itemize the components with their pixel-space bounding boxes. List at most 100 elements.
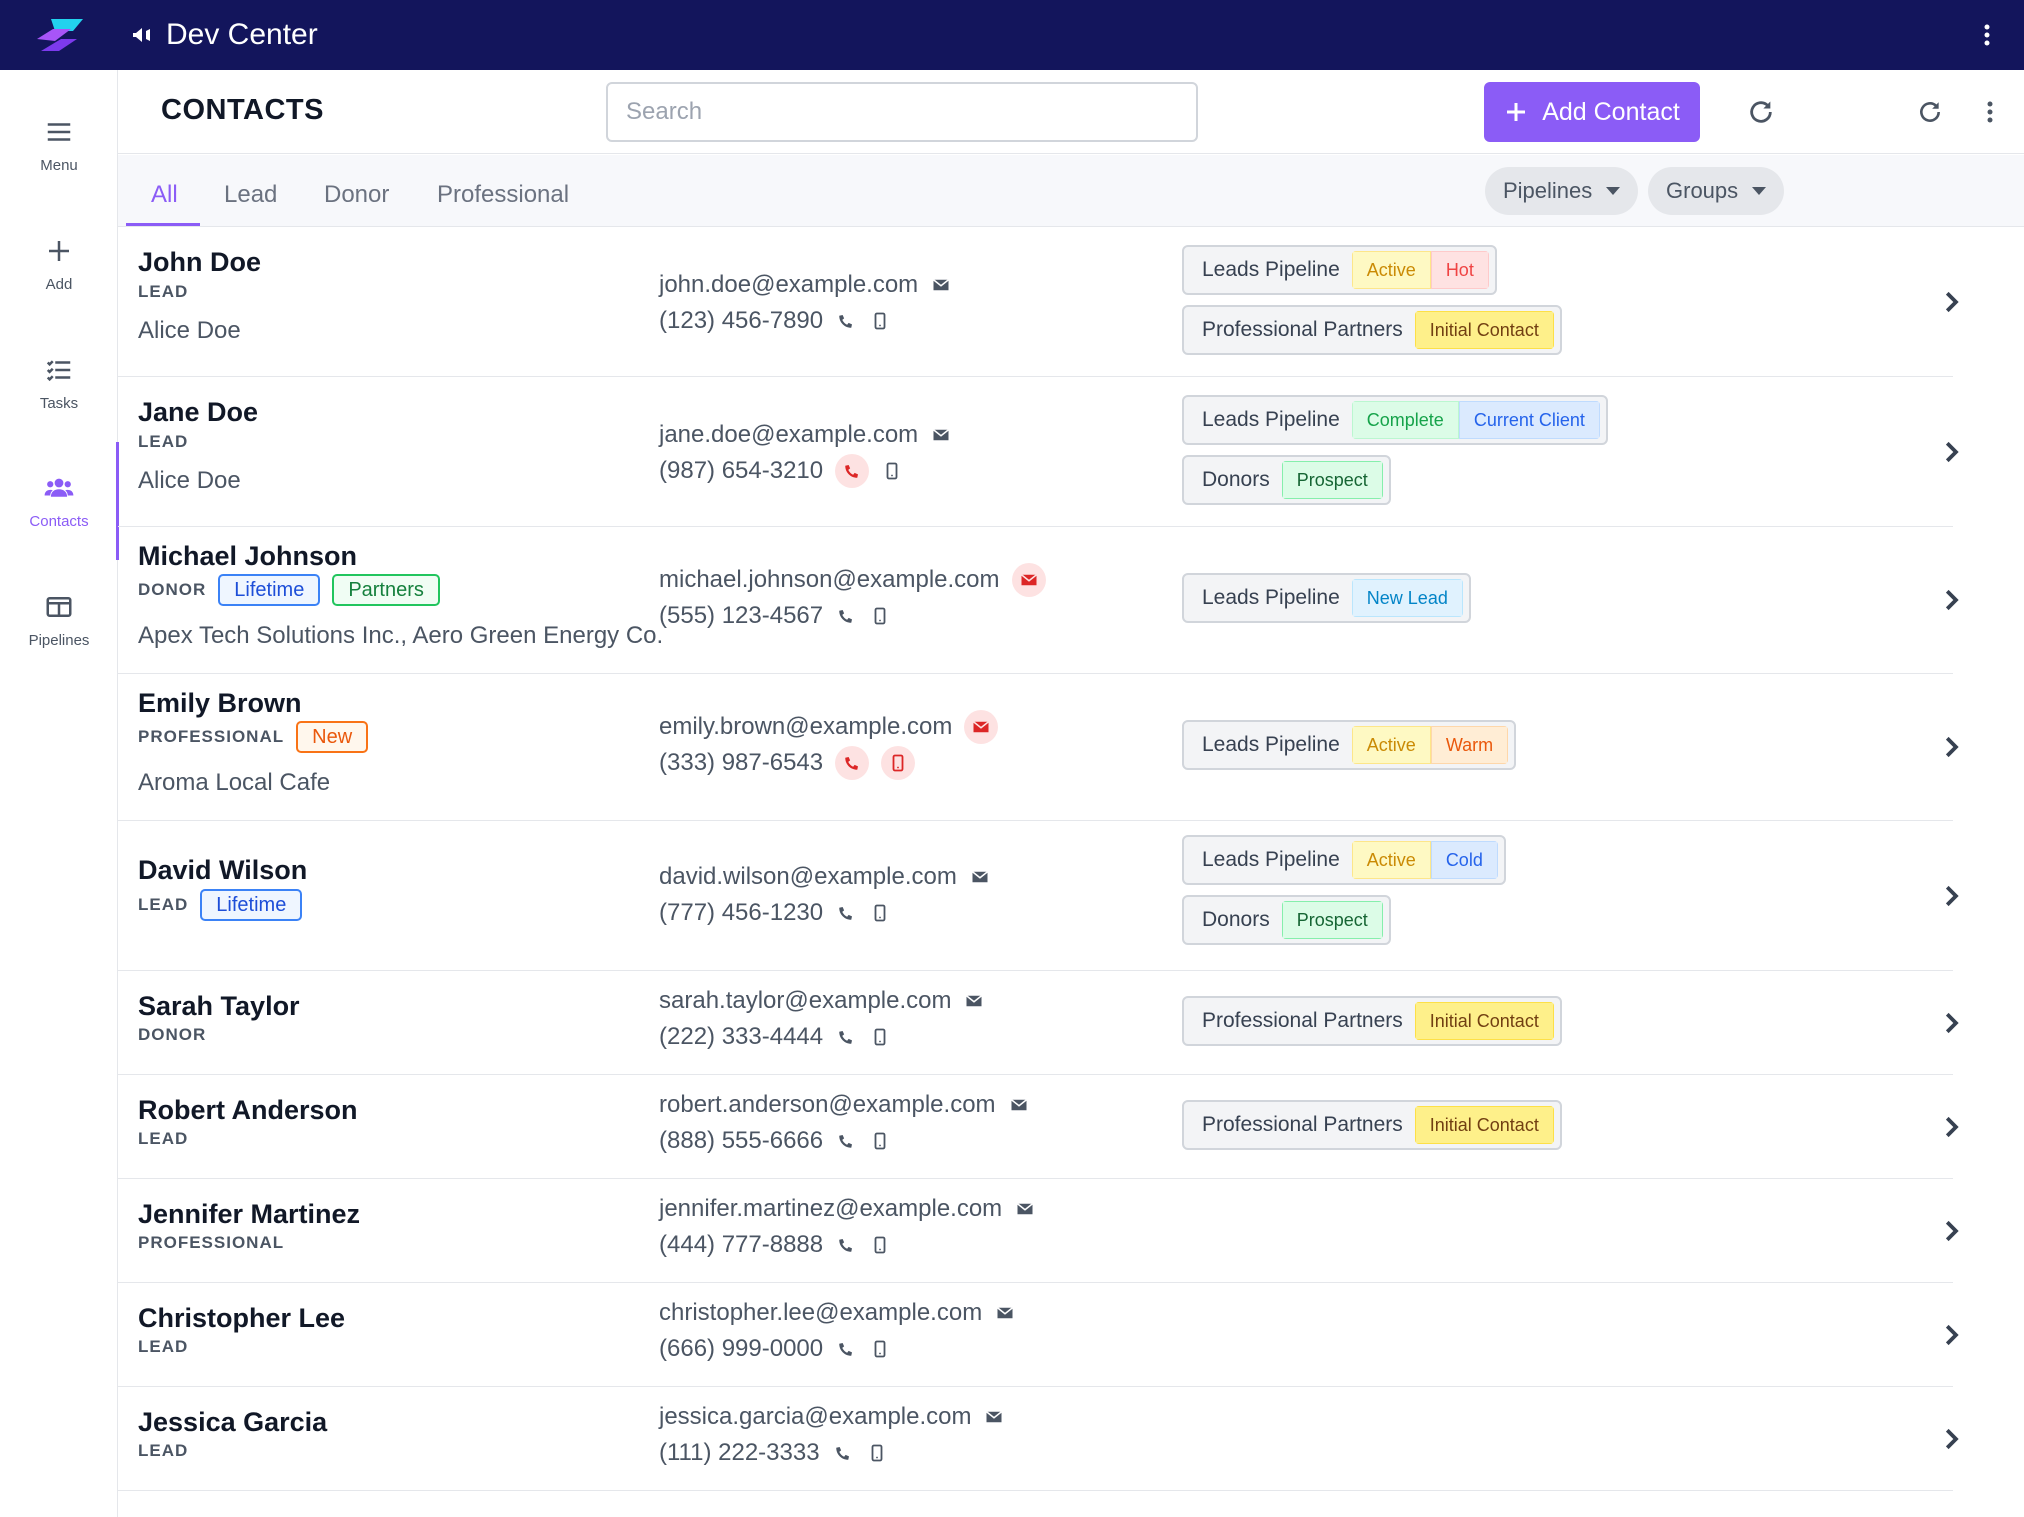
search-input[interactable] <box>606 82 1198 142</box>
nav-add[interactable]: Add <box>0 219 118 309</box>
contact-phone[interactable]: (222) 333-4444 <box>659 1023 824 1050</box>
envelope-icon[interactable] <box>963 990 985 1012</box>
envelope-icon[interactable] <box>930 424 952 446</box>
contact-tag[interactable]: Partners <box>332 574 440 606</box>
contact-row[interactable]: John Doe LEAD Alice Doe john.doe@example… <box>118 227 1959 377</box>
pipelines-dropdown[interactable]: Pipelines <box>1485 167 1639 215</box>
mobile-icon[interactable] <box>869 1130 891 1152</box>
chevron-right-icon[interactable] <box>1936 732 1966 762</box>
add-contact-button[interactable]: Add Contact <box>1484 82 1700 142</box>
contact-email[interactable]: robert.anderson@example.com <box>659 1091 996 1118</box>
phone-icon[interactable] <box>835 1234 857 1256</box>
refresh-icon[interactable] <box>1741 92 1781 132</box>
tab-professional[interactable]: Professional <box>437 181 570 208</box>
chevron-right-icon[interactable] <box>1936 287 1966 317</box>
contact-email[interactable]: christopher.lee@example.com <box>659 1299 983 1326</box>
contact-email[interactable]: jane.doe@example.com <box>659 421 919 448</box>
pipeline-chip[interactable]: Professional Partners Initial Contact <box>1182 996 1562 1046</box>
phone-alert-icon[interactable] <box>835 454 870 488</box>
contact-phone[interactable]: (123) 456-7890 <box>659 307 824 334</box>
mobile-icon[interactable] <box>866 1442 888 1464</box>
contact-phone[interactable]: (987) 654-3210 <box>659 457 824 484</box>
contact-phone[interactable]: (111) 222-3333 <box>659 1439 820 1466</box>
nav-contacts[interactable]: Contacts <box>0 442 119 560</box>
refresh-icon[interactable] <box>1910 92 1950 132</box>
phone-alert-icon[interactable] <box>835 746 870 780</box>
mobile-icon[interactable] <box>869 1234 891 1256</box>
mobile-icon[interactable] <box>869 902 891 924</box>
contact-phone[interactable]: (888) 555-6666 <box>659 1127 824 1154</box>
groups-dropdown[interactable]: Groups <box>1648 167 1785 215</box>
contact-row[interactable]: Emily Brown PROFESSIONAL New Aroma Local… <box>118 674 1959 821</box>
pipeline-chip[interactable]: Leads Pipeline Active Warm <box>1182 720 1517 770</box>
contact-email[interactable]: emily.brown@example.com <box>659 713 953 740</box>
tab-donor[interactable]: Donor <box>324 181 390 208</box>
contact-row[interactable]: David Wilson LEAD Lifetime david.wilson@… <box>118 821 1959 971</box>
contact-row[interactable]: Jane Doe LEAD Alice Doe jane.doe@example… <box>118 377 1959 527</box>
tab-all[interactable]: All <box>151 181 178 208</box>
envelope-icon[interactable] <box>1008 1094 1030 1116</box>
chevron-right-icon[interactable] <box>1936 881 1966 911</box>
chevron-right-icon[interactable] <box>1936 437 1966 467</box>
contact-email[interactable]: david.wilson@example.com <box>659 863 957 890</box>
chevron-right-icon[interactable] <box>1936 1424 1966 1454</box>
pipeline-chip[interactable]: Leads Pipeline Active Hot <box>1182 245 1497 295</box>
chevron-right-icon[interactable] <box>1936 1112 1966 1142</box>
envelope-icon[interactable] <box>983 1406 1005 1428</box>
contact-tag[interactable]: Lifetime <box>200 889 303 921</box>
nav-menu[interactable]: Menu <box>0 100 118 190</box>
mobile-alert-icon[interactable] <box>881 746 916 780</box>
phone-icon[interactable] <box>835 902 857 924</box>
envelope-icon[interactable] <box>1014 1198 1036 1220</box>
contact-row[interactable]: Jennifer Martinez PROFESSIONAL jennifer.… <box>118 1179 1959 1283</box>
contact-tag[interactable]: Lifetime <box>218 574 321 606</box>
tab-lead[interactable]: Lead <box>224 181 278 208</box>
contact-row[interactable]: Jessica Garcia LEAD jessica.garcia@examp… <box>118 1387 1959 1491</box>
mobile-icon[interactable] <box>869 605 891 627</box>
phone-icon[interactable] <box>832 1442 854 1464</box>
contact-phone[interactable]: (555) 123-4567 <box>659 602 824 629</box>
nav-tasks[interactable]: Tasks <box>0 338 118 428</box>
chevron-right-icon[interactable] <box>1936 1008 1966 1038</box>
contact-tag[interactable]: New <box>296 721 369 753</box>
envelope-icon[interactable] <box>994 1302 1016 1324</box>
envelope-icon[interactable] <box>930 274 952 296</box>
contact-email[interactable]: michael.johnson@example.com <box>659 566 1000 593</box>
contact-email[interactable]: jennifer.martinez@example.com <box>659 1195 1003 1222</box>
envelope-alert-icon[interactable] <box>964 710 999 744</box>
pipeline-chip[interactable]: Leads Pipeline Complete Current Client <box>1182 395 1608 445</box>
contact-phone[interactable]: (444) 777-8888 <box>659 1231 824 1258</box>
contact-row[interactable]: Christopher Lee LEAD christopher.lee@exa… <box>118 1283 1959 1387</box>
pipeline-chip[interactable]: Leads Pipeline Active Cold <box>1182 835 1506 885</box>
contact-phone[interactable]: (777) 456-1230 <box>659 899 824 926</box>
envelope-icon[interactable] <box>969 866 991 888</box>
phone-icon[interactable] <box>835 1026 857 1048</box>
envelope-alert-icon[interactable] <box>1011 563 1046 597</box>
contact-phone[interactable]: (666) 999-0000 <box>659 1335 824 1362</box>
phone-icon[interactable] <box>835 310 857 332</box>
phone-icon[interactable] <box>835 1338 857 1360</box>
contact-row[interactable]: Sarah Taylor DONOR sarah.taylor@example.… <box>118 971 1959 1075</box>
pipeline-chip[interactable]: Donors Prospect <box>1182 895 1391 945</box>
nav-pipelines[interactable]: Pipelines <box>0 575 118 665</box>
pipeline-chip[interactable]: Donors Prospect <box>1182 455 1391 505</box>
contact-row[interactable]: Robert Anderson LEAD robert.anderson@exa… <box>118 1075 1959 1179</box>
more-vert-icon[interactable] <box>1970 92 2010 132</box>
contact-email[interactable]: sarah.taylor@example.com <box>659 987 952 1014</box>
pipeline-chip[interactable]: Professional Partners Initial Contact <box>1182 1100 1562 1150</box>
mobile-icon[interactable] <box>881 460 903 482</box>
chevron-right-icon[interactable] <box>1936 1216 1966 1246</box>
pipeline-chip[interactable]: Professional Partners Initial Contact <box>1182 305 1562 355</box>
phone-icon[interactable] <box>835 1130 857 1152</box>
mobile-icon[interactable] <box>869 1338 891 1360</box>
contact-row[interactable]: Michael Johnson DONOR Lifetime Partners … <box>118 527 1959 674</box>
contact-phone[interactable]: (333) 987-6543 <box>659 749 824 776</box>
mobile-icon[interactable] <box>869 310 891 332</box>
app-logo[interactable] <box>33 17 85 53</box>
chevron-right-icon[interactable] <box>1936 1320 1966 1350</box>
contact-email[interactable]: jessica.garcia@example.com <box>659 1403 972 1430</box>
chevron-right-icon[interactable] <box>1936 585 1966 615</box>
mobile-icon[interactable] <box>869 1026 891 1048</box>
more-vert-icon[interactable] <box>1970 18 2004 52</box>
phone-icon[interactable] <box>835 605 857 627</box>
